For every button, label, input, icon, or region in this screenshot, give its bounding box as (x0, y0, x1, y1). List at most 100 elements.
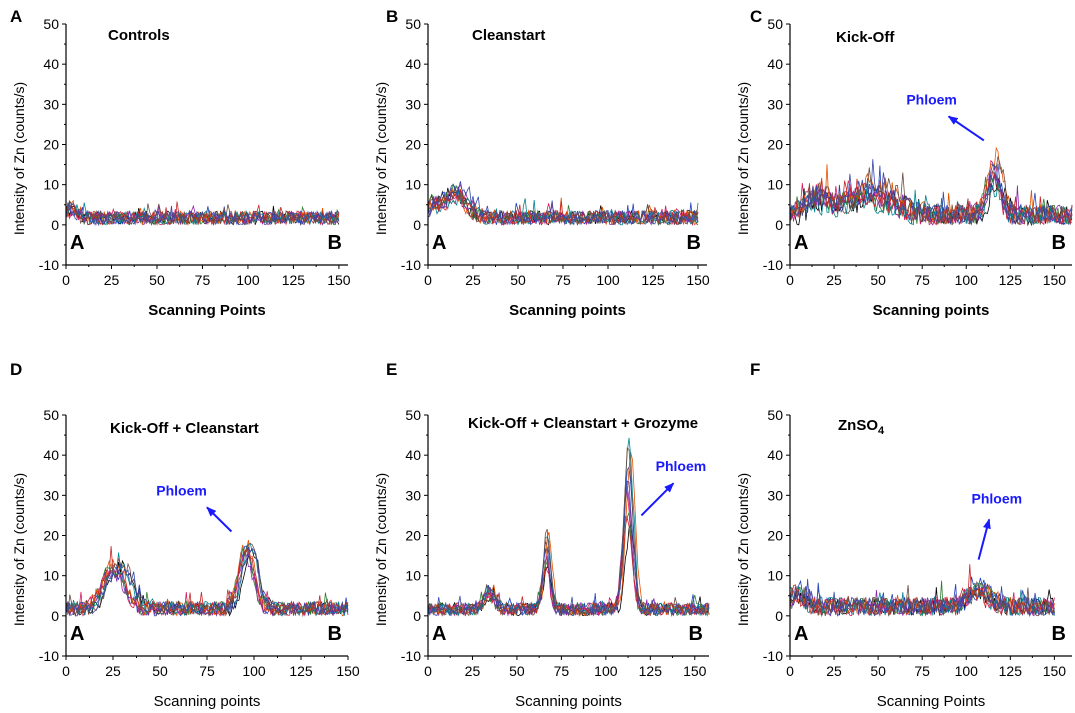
y-tick-label: 10 (405, 568, 421, 584)
x-axis-label: Scanning points (515, 693, 622, 710)
x-tick-label: 125 (282, 272, 306, 288)
panel-title: Controls (108, 27, 170, 44)
x-tick-label: 125 (641, 272, 665, 288)
panel-letter: D (10, 360, 22, 379)
x-tick-label: 0 (62, 272, 70, 288)
x-tick-label: 0 (786, 272, 794, 288)
panel-letter: C (750, 7, 762, 26)
y-tick-label: 40 (405, 447, 421, 463)
x-tick-label: 25 (465, 272, 481, 288)
x-tick-label: 150 (1043, 663, 1067, 679)
x-tick-label: 50 (152, 663, 168, 679)
x-tick-label: 25 (826, 663, 842, 679)
endpoint-label-end: B (328, 232, 342, 254)
series-line (65, 199, 340, 226)
y-tick-label: 20 (43, 137, 59, 153)
series-line (427, 186, 699, 226)
series-line (65, 202, 340, 226)
x-tick-label: 125 (289, 663, 313, 679)
panel-title: Cleanstart (472, 27, 545, 44)
y-tick-label: 10 (767, 177, 783, 193)
y-tick-label: 20 (767, 528, 783, 544)
x-tick-label: 0 (424, 272, 432, 288)
x-tick-label: 150 (686, 272, 710, 288)
x-tick-label: 50 (870, 663, 886, 679)
y-tick-label: -10 (39, 257, 59, 273)
endpoint-label-end: B (1052, 232, 1066, 254)
series-group (427, 181, 699, 227)
y-tick-label: 20 (405, 528, 421, 544)
y-tick-label: 30 (405, 487, 421, 503)
x-tick-label: 75 (199, 663, 215, 679)
y-tick-label: 0 (51, 217, 59, 233)
series-line (427, 452, 710, 617)
y-axis-label: Intensity of Zn (counts/s) (373, 82, 389, 235)
y-tick-label: 40 (43, 447, 59, 463)
y-tick-label: 30 (767, 487, 783, 503)
x-axis-label: Scanning points (154, 693, 261, 710)
y-tick-label: 50 (43, 407, 59, 423)
x-axis-label: Scanning points (509, 302, 626, 319)
x-tick-label: 125 (639, 663, 663, 679)
x-tick-label: 75 (555, 272, 571, 288)
x-tick-label: 50 (149, 272, 165, 288)
series-line (789, 580, 1055, 617)
series-line (789, 178, 1073, 226)
x-axis-label: Scanning Points (148, 302, 266, 319)
y-tick-label: 40 (767, 447, 783, 463)
y-tick-label: -10 (401, 648, 421, 664)
x-tick-label: 150 (1043, 272, 1067, 288)
x-tick-label: 100 (242, 663, 266, 679)
series-line (789, 156, 1073, 225)
x-tick-label: 25 (105, 663, 121, 679)
series-line (789, 159, 1073, 225)
y-tick-label: 30 (43, 487, 59, 503)
x-tick-label: 100 (236, 272, 260, 288)
endpoint-label-end: B (689, 623, 703, 645)
x-tick-label: 150 (683, 663, 707, 679)
series-line (427, 181, 699, 226)
phloem-annotation: Phloem (156, 482, 207, 498)
y-tick-label: 30 (767, 96, 783, 112)
y-tick-label: 20 (405, 137, 421, 153)
phloem-arrow (977, 518, 991, 560)
y-tick-label: 10 (767, 568, 783, 584)
y-axis-label: Intensity of Zn (counts/s) (735, 82, 751, 235)
series-line (65, 543, 349, 617)
y-tick-label: -10 (401, 257, 421, 273)
series-line (427, 523, 710, 617)
panel-title-subscript: 4 (878, 425, 885, 437)
y-tick-label: 30 (43, 96, 59, 112)
y-tick-label: 50 (405, 16, 421, 32)
panel-title: Kick-Off (836, 29, 895, 46)
x-tick-label: 150 (327, 272, 351, 288)
y-tick-label: 50 (767, 407, 783, 423)
series-line (789, 584, 1055, 616)
series-line (789, 146, 1073, 225)
x-tick-label: 25 (465, 663, 481, 679)
y-tick-label: -10 (763, 648, 783, 664)
endpoint-label-start: A (70, 623, 84, 645)
x-tick-label: 0 (786, 663, 794, 679)
y-tick-label: 10 (43, 568, 59, 584)
series-line (65, 201, 340, 226)
x-tick-label: 0 (62, 663, 70, 679)
x-tick-label: 75 (195, 272, 211, 288)
y-tick-label: 40 (43, 56, 59, 72)
panel-title: Kick-Off + Cleanstart (110, 420, 259, 437)
y-tick-label: 50 (43, 16, 59, 32)
y-tick-label: 0 (413, 217, 421, 233)
x-tick-label: 50 (870, 272, 886, 288)
y-tick-label: -10 (39, 648, 59, 664)
x-tick-label: 25 (104, 272, 120, 288)
endpoint-label-end: B (1052, 623, 1066, 645)
series-group (65, 539, 349, 618)
endpoint-label-start: A (432, 232, 446, 254)
series-line (65, 546, 349, 617)
phloem-arrow (947, 115, 985, 142)
